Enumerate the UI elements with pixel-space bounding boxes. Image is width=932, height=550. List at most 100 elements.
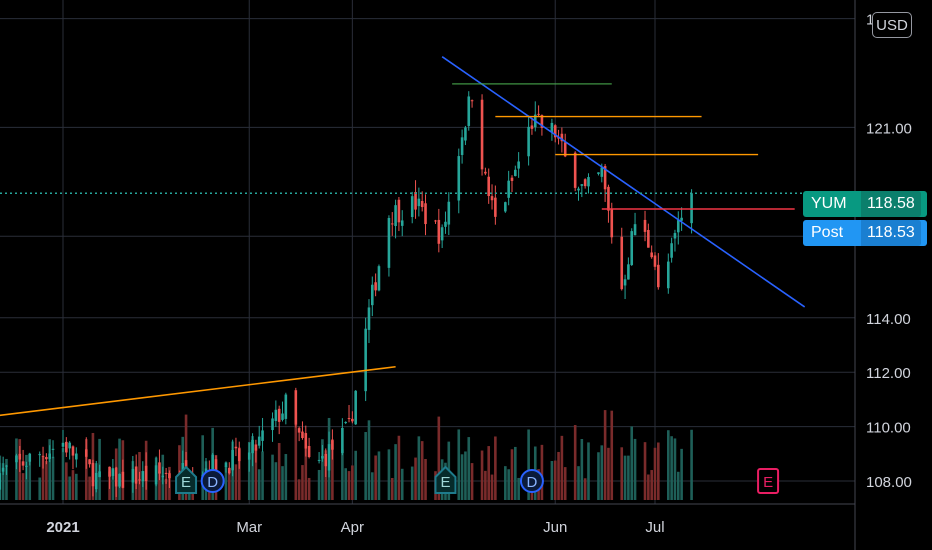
- volume-bar: [45, 460, 48, 500]
- marker-shape: [434, 465, 457, 494]
- volume-bar: [657, 442, 660, 500]
- candle-body: [94, 472, 98, 490]
- volume-bar: [560, 435, 564, 500]
- candle-body: [514, 169, 517, 177]
- candle-body: [690, 193, 693, 224]
- candle-body: [164, 472, 168, 474]
- candle-body: [41, 455, 45, 457]
- candle-body: [108, 466, 111, 477]
- time-axis[interactable]: 2021 Mar Apr Jun Jul: [46, 519, 664, 536]
- volume-bar: [607, 447, 610, 500]
- candle-body: [324, 453, 328, 467]
- volume-bar: [557, 451, 560, 500]
- candle-body: [131, 468, 135, 483]
- candle-body: [317, 459, 321, 461]
- candle-body: [281, 413, 284, 420]
- volume-bar: [673, 438, 677, 500]
- candle-body: [88, 459, 91, 465]
- volume-bar: [38, 477, 42, 500]
- candle-body: [68, 442, 71, 449]
- candle-body: [676, 220, 680, 233]
- volume-bar: [387, 449, 391, 500]
- dividend-marker[interactable]: D: [200, 469, 225, 493]
- candle-body: [341, 427, 344, 454]
- volume-bar: [321, 439, 324, 500]
- dividend-marker[interactable]: D: [519, 469, 544, 493]
- candle-body: [51, 448, 55, 450]
- candle-body: [61, 442, 65, 447]
- candle-body: [48, 453, 51, 459]
- volume-bar: [410, 466, 414, 500]
- candle-body: [447, 201, 451, 225]
- volume-bar: [437, 416, 441, 500]
- volume-bar: [237, 447, 241, 500]
- candle-body: [627, 264, 630, 280]
- volume-bar: [51, 456, 55, 500]
- currency-button[interactable]: USD: [872, 12, 912, 38]
- earnings-marker[interactable]: E: [175, 465, 198, 494]
- candle-body: [301, 431, 304, 439]
- volume-bar: [494, 436, 497, 500]
- volume-bar: [257, 469, 261, 500]
- candle-body: [390, 223, 394, 225]
- candle-body: [650, 252, 653, 258]
- candle-body: [680, 217, 683, 221]
- volume-bar: [580, 438, 584, 500]
- orange-trendline: [0, 365, 396, 417]
- candle-body: [400, 220, 404, 226]
- candle-body: [620, 236, 624, 290]
- marker-shape: [519, 469, 544, 493]
- marker-label: D: [527, 474, 538, 491]
- volume-bar: [317, 469, 321, 500]
- candle-body: [84, 449, 88, 457]
- candle-body: [587, 177, 590, 187]
- candle-body: [623, 279, 627, 286]
- volume-bar: [507, 469, 510, 500]
- candle-body: [527, 126, 530, 157]
- marker-label: E: [440, 474, 450, 491]
- candle-body: [537, 113, 540, 115]
- volume-bar: [653, 447, 657, 500]
- chart-grid: [0, 0, 855, 504]
- y-tick-label: 110.00: [866, 420, 911, 437]
- volume-bar: [201, 435, 204, 500]
- volume-bar: [294, 412, 298, 500]
- candle-body: [560, 133, 564, 142]
- candle-body: [653, 255, 657, 267]
- volume-bar: [251, 436, 254, 500]
- candle-body: [331, 440, 334, 450]
- volume-bar: [676, 471, 680, 500]
- candle-body: [45, 457, 48, 460]
- volume-bar: [597, 452, 600, 500]
- candle-body: [277, 408, 281, 422]
- volume-bar: [460, 454, 464, 500]
- volume-bar: [414, 457, 417, 500]
- candle-body: [670, 243, 673, 258]
- volume-bar: [28, 454, 32, 500]
- price-axis[interactable]: 125.00121.00118.00117.00114.00112.00110.…: [866, 12, 912, 491]
- volume-bar: [234, 464, 238, 500]
- candle-body: [1, 467, 5, 472]
- volume-bar: [643, 442, 647, 500]
- volume-bar: [424, 458, 427, 500]
- volume-bar: [587, 442, 590, 500]
- volume-bar: [504, 466, 507, 500]
- earnings-marker[interactable]: E: [434, 465, 457, 494]
- upcoming-earnings-marker[interactable]: E: [757, 468, 780, 494]
- candle-body: [507, 180, 510, 198]
- x-tick-label: Mar: [236, 519, 262, 536]
- volume-bar: [470, 463, 474, 500]
- candle-body: [424, 203, 427, 225]
- volume-bar: [347, 471, 351, 500]
- candle-body: [457, 156, 461, 201]
- volume-bar: [487, 446, 491, 500]
- candle-body: [261, 430, 264, 441]
- candle-body: [347, 418, 351, 420]
- candle-body: [327, 444, 331, 471]
- candle-body: [494, 197, 497, 217]
- candle-body: [467, 96, 471, 126]
- candle-body: [464, 127, 467, 141]
- volume-bar: [650, 470, 653, 500]
